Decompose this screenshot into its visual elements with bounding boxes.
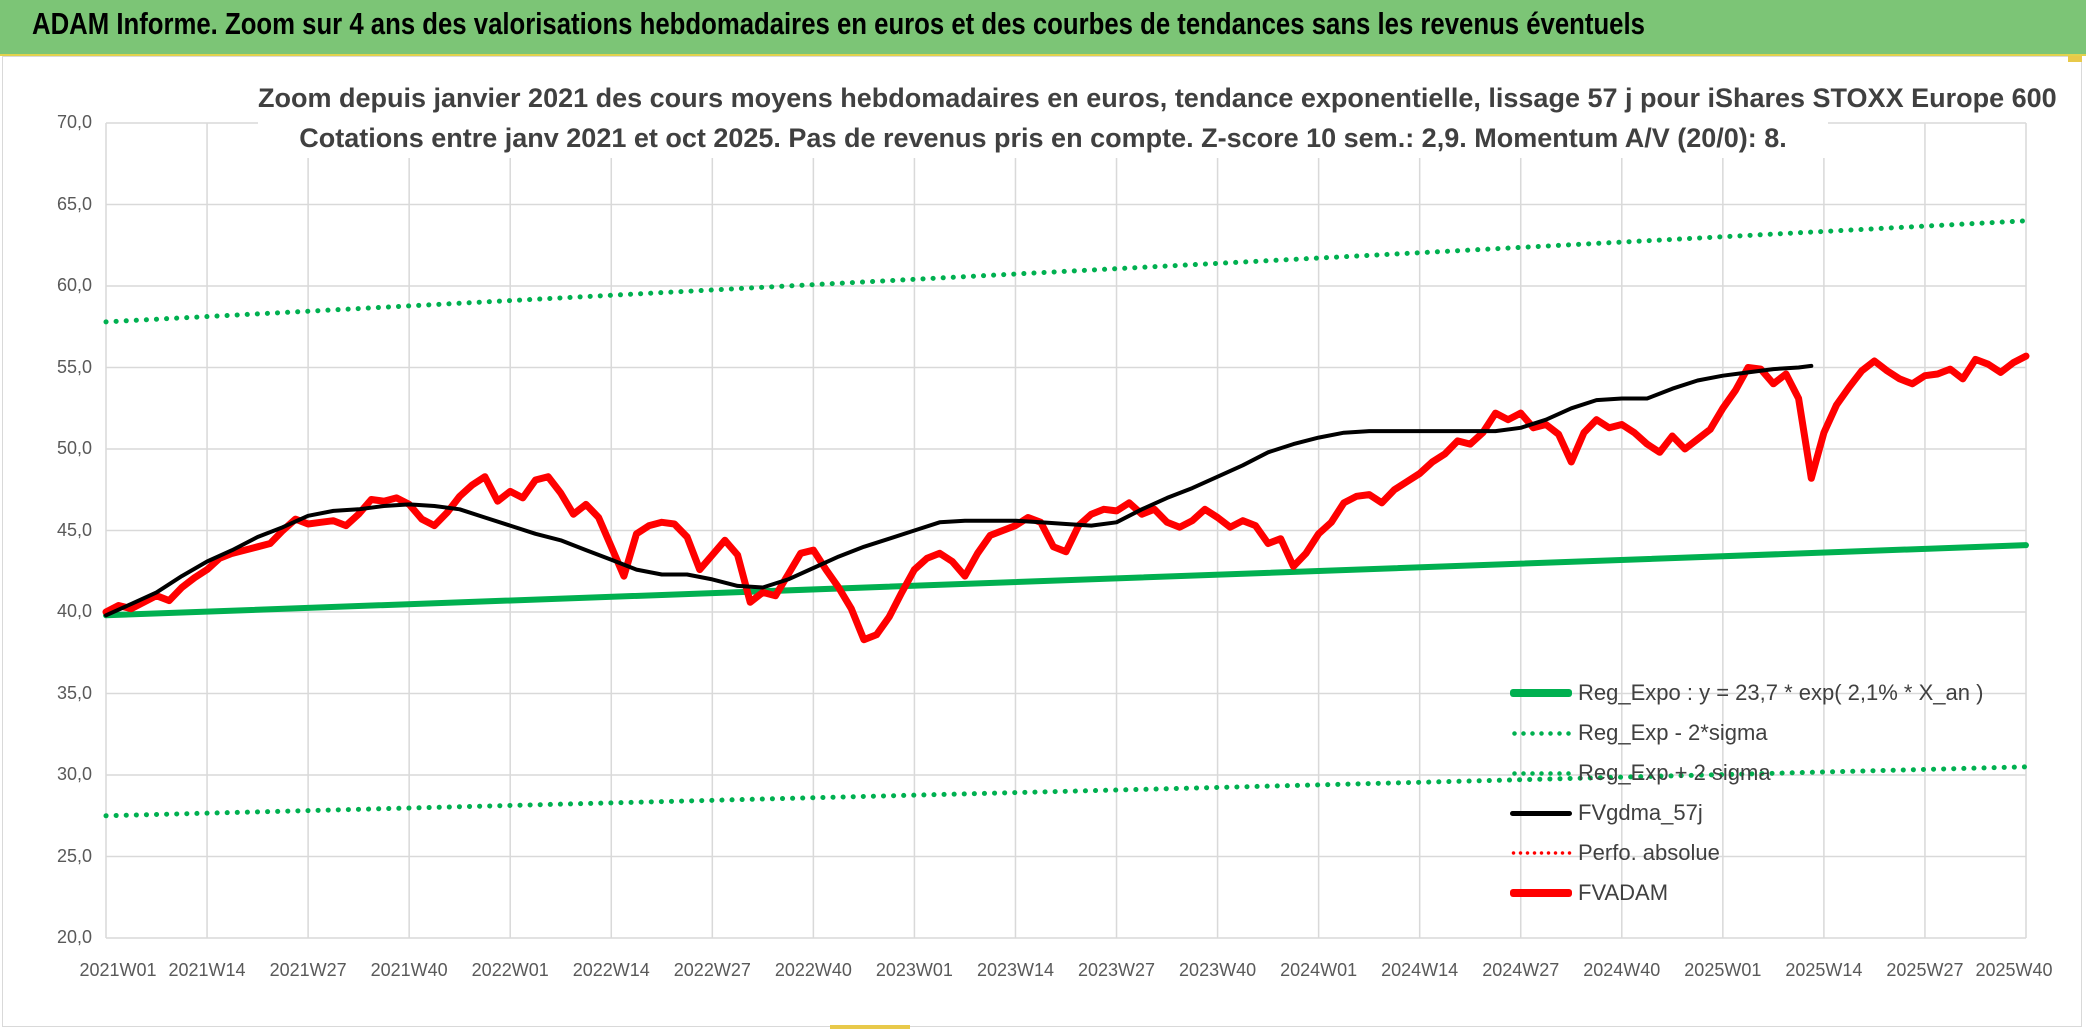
series-reg-exp-plus-2sigma [103, 218, 2029, 325]
x-tick-label: 2021W40 [370, 960, 448, 980]
legend-label: Perfo. absolue [1578, 840, 1720, 865]
y-tick-label: 65,0 [56, 193, 92, 214]
legend-item-reg_expo: Reg_Expo : y = 23,7 * exp( 2,1% * X_an ) [1510, 678, 1983, 708]
legend-swatch [1510, 889, 1572, 897]
x-tick-label: 2022W40 [774, 960, 852, 980]
corner-mark-bottom [830, 1025, 910, 1029]
series-reg-expo [103, 542, 2029, 619]
x-tick-label: 2024W40 [1583, 960, 1661, 980]
legend-swatch [1510, 851, 1572, 855]
x-tick-label: 2021W14 [168, 960, 246, 980]
legend-label: FVADAM [1578, 880, 1669, 905]
y-tick-label: 60,0 [56, 275, 92, 295]
report-title: ADAM Informe. Zoom sur 4 ans des valoris… [32, 6, 1645, 41]
y-tick-label: 30,0 [56, 764, 92, 784]
x-tick-label: 2021W27 [269, 960, 347, 980]
grid-group [105, 122, 2027, 939]
y-tick-label: 40,0 [56, 601, 92, 621]
y-tick-label: 20,0 [56, 927, 92, 947]
y-tick-label: 25,0 [56, 845, 92, 866]
x-tick-label: 2023W40 [1179, 960, 1257, 980]
x-tick-label: 2022W01 [471, 960, 549, 980]
report-banner: ADAM Informe. Zoom sur 4 ans des valoris… [0, 0, 2086, 56]
x-tick-label: 2024W27 [1482, 960, 1560, 980]
x-tick-label: 2021W01 [79, 960, 157, 980]
legend-swatch [1510, 730, 1572, 736]
y-tick-label: 55,0 [56, 356, 92, 377]
series-fvgdma-57j [104, 363, 1814, 618]
x-tick-label: 2023W01 [875, 960, 953, 980]
legend-label: Reg_Expo : y = 23,7 * exp( 2,1% * X_an ) [1578, 680, 1984, 705]
legend-item-reg_plus: Reg_Exp + 2 sigma [1510, 758, 1771, 788]
legend-item-perfo: Perfo. absolue [1510, 838, 1720, 868]
series-fvadam [102, 352, 2030, 644]
x-tick-label: 2022W14 [572, 960, 650, 980]
legend-label: Reg_Exp - 2*sigma [1578, 720, 1768, 745]
x-tick-label: 2025W01 [1684, 960, 1762, 980]
chart-frame [2, 56, 2082, 1027]
x-tick-label: 2023W14 [976, 960, 1054, 980]
x-tick-label: 2025W14 [1785, 960, 1863, 980]
series-reg-exp-minus-2sigma [103, 764, 2029, 819]
chart-title-line1: Zoom depuis janvier 2021 des cours moyen… [258, 83, 2057, 113]
y-tick-label: 50,0 [56, 438, 92, 458]
y-tick-label: 45,0 [56, 519, 92, 540]
y-tick-label: 35,0 [56, 682, 92, 703]
legend-item-fvadam: FVADAM [1510, 878, 1668, 908]
chart-title-line2: Cotations entre janv 2021 et oct 2025. P… [299, 123, 1787, 153]
legend-swatch [1510, 810, 1572, 816]
x-tick-label: 2024W01 [1280, 960, 1358, 980]
legend-label: FVgdma_57j [1578, 800, 1703, 825]
series-group [102, 218, 2030, 819]
x-tick-label: 2022W27 [673, 960, 751, 980]
legend-item-reg_minus: Reg_Exp - 2*sigma [1510, 718, 1768, 748]
y-tick-label: 70,0 [56, 112, 92, 132]
x-tick-label: 2025W27 [1886, 960, 1964, 980]
x-tick-label: 2023W27 [1077, 960, 1156, 980]
legend-swatch [1510, 689, 1572, 697]
chart-title: Zoom depuis janvier 2021 des cours moyen… [258, 78, 2057, 158]
legend-swatch [1510, 770, 1572, 776]
legend-item-fvgdma: FVgdma_57j [1510, 798, 1703, 828]
x-tick-label: 2024W14 [1381, 960, 1459, 980]
corner-mark-right [2068, 56, 2082, 62]
x-tick-label: 2025W40 [1975, 960, 2053, 980]
legend-label: Reg_Exp + 2 sigma [1578, 760, 1771, 785]
